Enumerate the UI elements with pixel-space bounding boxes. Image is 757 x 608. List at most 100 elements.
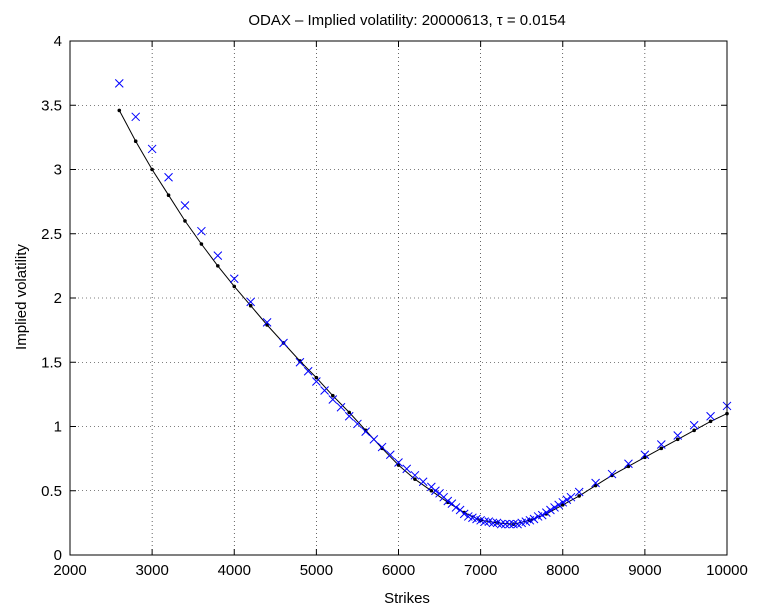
observed-point xyxy=(505,519,514,529)
y-tick-label: 3.5 xyxy=(41,97,62,114)
fitted-point xyxy=(659,446,664,451)
fitted-point xyxy=(314,375,319,380)
observed-point xyxy=(147,144,157,154)
observed-point xyxy=(328,395,338,404)
fitted-point xyxy=(593,483,598,488)
y-tick-label: 1 xyxy=(54,419,62,436)
observed-point xyxy=(509,519,518,529)
observed-point xyxy=(418,477,428,487)
observed-point xyxy=(303,366,313,376)
fitted-point xyxy=(413,477,417,481)
observed-point xyxy=(369,434,379,444)
y-tick-label: 3 xyxy=(54,162,62,179)
observed-point xyxy=(537,510,547,520)
fitted-point xyxy=(708,419,713,424)
observed-point xyxy=(197,226,206,236)
x-tick-label: 9000 xyxy=(628,562,661,579)
observed-point xyxy=(706,411,715,421)
observed-point xyxy=(320,386,329,395)
x-tick-label: 7000 xyxy=(464,562,497,579)
observed-point xyxy=(431,486,440,496)
observed-point xyxy=(640,450,650,460)
observed-point xyxy=(554,500,563,510)
fitted-point xyxy=(166,193,171,197)
observed-point xyxy=(312,377,321,386)
x-axis: 2000 3000 4000 5000 6000 7000 8000 9000 10000 xyxy=(53,41,748,579)
chart-title: ODAX – Implied volatility: 20000613, τ =… xyxy=(248,12,565,29)
x-tick-label: 2000 xyxy=(53,562,86,579)
y-axis-label: Implied volatility xyxy=(13,244,30,350)
observed-point xyxy=(496,519,506,529)
grid xyxy=(70,41,727,555)
x-tick-label: 8000 xyxy=(546,562,579,579)
fitted-point xyxy=(216,264,220,268)
observed-point xyxy=(246,297,256,307)
observed-point xyxy=(624,459,633,469)
observed-point xyxy=(550,503,559,512)
fitted-point xyxy=(643,455,647,460)
observed-point xyxy=(500,519,510,529)
observed-point xyxy=(295,357,305,367)
observed-point xyxy=(480,517,490,526)
y-tick-label: 0.5 xyxy=(41,483,62,500)
observed-point xyxy=(180,201,190,210)
y-axis: 0 0.5 1 1.5 2 2.5 3 3.5 4 xyxy=(41,33,727,564)
fitted-point xyxy=(577,494,581,498)
observed-point xyxy=(451,503,461,512)
observed-point xyxy=(566,492,576,502)
fitted-point xyxy=(560,503,565,507)
fitted-point xyxy=(265,323,269,327)
fitted-point xyxy=(133,139,138,144)
observed-point xyxy=(336,402,346,412)
fitted-point xyxy=(626,464,631,469)
observed-point xyxy=(546,505,555,515)
observed-points xyxy=(114,79,732,529)
observed-point xyxy=(377,442,387,452)
y-tick-label: 2.5 xyxy=(41,226,62,243)
observed-point xyxy=(410,470,420,480)
observed-point xyxy=(607,469,617,479)
observed-point xyxy=(229,274,239,284)
observed-point xyxy=(443,496,453,506)
observed-point xyxy=(402,464,412,474)
observed-point xyxy=(344,411,354,421)
fitted-point xyxy=(396,463,401,467)
observed-point xyxy=(488,518,498,528)
fitted-point xyxy=(232,284,237,289)
fitted-point xyxy=(150,167,154,172)
observed-point xyxy=(656,440,666,449)
fitted-point xyxy=(692,428,696,433)
observed-point xyxy=(131,112,141,122)
x-tick-label: 6000 xyxy=(382,562,415,579)
observed-point xyxy=(689,420,699,430)
observed-point xyxy=(164,172,173,182)
x-tick-label: 4000 xyxy=(218,562,251,579)
y-tick-label: 0 xyxy=(54,547,62,564)
observed-point xyxy=(673,431,683,440)
observed-point xyxy=(529,514,539,524)
y-tick-label: 4 xyxy=(54,33,62,50)
fitted-curve-line xyxy=(118,110,728,525)
y-tick-label: 1.5 xyxy=(41,354,62,371)
fitted-curve xyxy=(117,108,729,526)
fitted-point xyxy=(117,108,122,113)
fitted-point xyxy=(429,488,434,493)
observed-point xyxy=(591,478,600,488)
observed-point xyxy=(459,509,469,519)
fitted-point xyxy=(331,393,335,398)
x-tick-label: 10000 xyxy=(706,562,748,579)
observed-point xyxy=(574,487,584,497)
observed-point xyxy=(558,497,568,507)
observed-point xyxy=(114,79,124,88)
observed-point xyxy=(541,508,551,517)
observed-point xyxy=(353,419,362,429)
fitted-point xyxy=(183,219,187,223)
observed-point xyxy=(213,251,223,260)
x-axis-label: Strikes xyxy=(384,590,430,607)
fitted-point xyxy=(347,410,352,415)
observed-point xyxy=(361,427,371,436)
observed-point xyxy=(385,450,395,460)
observed-point xyxy=(562,495,572,505)
x-tick-label: 5000 xyxy=(300,562,333,579)
